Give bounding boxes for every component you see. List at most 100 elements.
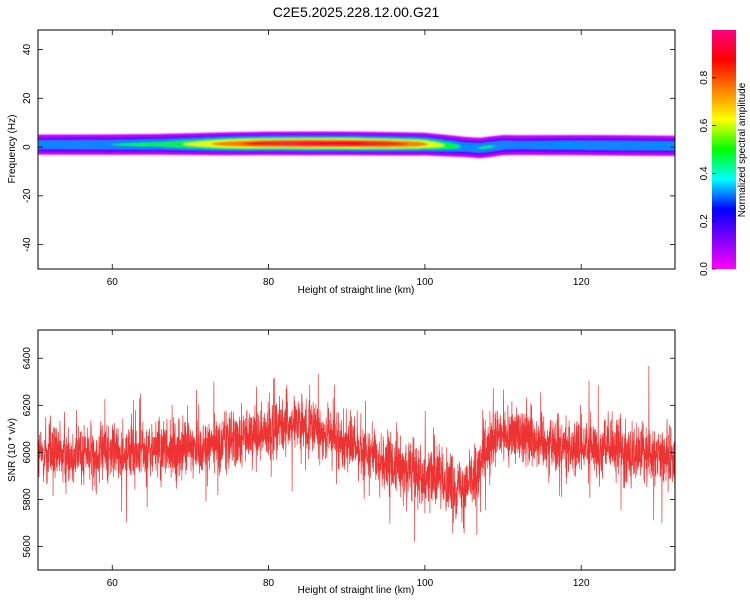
spectrogram-panel: 60 80 100 120 -40 -20 0 20 40 Height of straigh… xyxy=(7,29,676,296)
spectrogram-cell xyxy=(280,142,284,145)
spectrogram-cell xyxy=(145,142,149,147)
spectrogram-cell xyxy=(320,142,324,145)
spectrogram-cell xyxy=(669,141,672,150)
spectrogram-cell xyxy=(107,140,111,150)
spectrogram-cell xyxy=(587,140,591,150)
spectrogram-cell xyxy=(583,140,587,150)
snr-x-label: Height of straight line (km) xyxy=(298,585,415,596)
spectrogram-x-ticks: 60 80 100 120 xyxy=(107,30,590,288)
spectrogram-cell xyxy=(551,141,555,150)
spectrogram-cell xyxy=(366,143,370,145)
spectrogram-cell xyxy=(414,141,417,147)
spectrogram-cell xyxy=(495,141,499,151)
snr-y-label: SNR (10 * v/v) xyxy=(7,418,18,482)
spectrogram-cell xyxy=(388,142,391,146)
spectrogram-cell xyxy=(412,141,415,147)
spectrogram-cell xyxy=(314,142,318,145)
spectrogram-cell xyxy=(197,141,200,147)
spectrogram-cell xyxy=(380,141,383,146)
spectrogram-cell xyxy=(593,140,596,150)
spectrogram-y-tick-label: 20 xyxy=(22,92,33,104)
spectrogram-cell xyxy=(209,140,212,148)
spectrogram-cell xyxy=(370,143,374,145)
spectrogram-cell xyxy=(398,142,401,146)
spectrogram-x-tick-label: 100 xyxy=(417,277,434,288)
spectrogram-cell xyxy=(597,140,600,150)
spectrogram-cell xyxy=(272,141,276,146)
spectrogram-cell xyxy=(372,141,376,146)
spectrogram-cell xyxy=(264,141,268,146)
spectrogram-cell xyxy=(559,141,563,150)
spectrogram-cell xyxy=(51,140,55,149)
spectrogram-cell xyxy=(420,142,423,146)
spectrogram-cell xyxy=(645,141,648,150)
spectrogram-cell xyxy=(119,143,123,146)
spectrogram-cell xyxy=(499,141,503,150)
spectrogram-cell xyxy=(354,142,358,145)
spectrogram-cell xyxy=(473,143,477,153)
spectrogram-cell xyxy=(436,142,439,148)
spectrogram-cell xyxy=(623,140,626,150)
spectrogram-y-tick-label: 0 xyxy=(22,144,33,150)
spectrogram-y-tick-label: -20 xyxy=(22,188,33,203)
spectrogram-cell xyxy=(111,144,115,146)
spectrogram-cell xyxy=(57,140,61,149)
spectrogram-cell xyxy=(201,141,204,147)
spectrogram-cell xyxy=(288,142,292,145)
spectrogram-cell xyxy=(438,143,441,147)
spectrogram-cell xyxy=(543,141,547,150)
spectrogram-cell xyxy=(458,145,461,148)
spectrogram-cell xyxy=(95,140,99,150)
spectrogram-cell xyxy=(59,140,63,149)
spectrogram-cell xyxy=(284,142,288,145)
spectrogram-cell xyxy=(479,147,483,149)
spectrogram-cell xyxy=(211,143,214,145)
spectrogram-cell xyxy=(165,141,168,147)
spectrogram-y-tick-label: 40 xyxy=(22,44,33,56)
spectrogram-cell xyxy=(149,142,153,147)
spectrogram-cell xyxy=(97,140,101,150)
spectrogram-cell xyxy=(237,141,240,147)
spectrogram-cell xyxy=(569,140,573,150)
spectrogram-cell xyxy=(525,141,529,149)
spectrogram-cell xyxy=(611,140,614,150)
colorbar: 0.0 0.2 0.4 0.6 0.8 Normalized spectral ampl… xyxy=(699,30,748,276)
spectrogram-cell xyxy=(241,143,244,144)
spectrogram-x-tick-label: 60 xyxy=(107,277,119,288)
spectrogram-cell xyxy=(215,142,218,146)
spectrogram-cell xyxy=(38,140,41,149)
spectrogram-cell xyxy=(87,140,91,150)
spectrogram-cell xyxy=(481,146,485,149)
spectrogram-cell xyxy=(557,141,561,150)
snr-y-tick-label: 6400 xyxy=(22,347,33,370)
spectrogram-cell xyxy=(115,143,119,146)
spectrogram-cell xyxy=(555,141,559,150)
spectrogram-cell xyxy=(531,141,535,149)
spectrogram-cell xyxy=(418,141,421,147)
spectrogram-cell xyxy=(426,143,429,145)
spectrogram-cell xyxy=(575,140,579,150)
spectrogram-cell xyxy=(129,143,133,146)
spectrogram-cell xyxy=(250,142,254,145)
spectrogram-cell xyxy=(404,143,407,145)
snr-y-tick-label: 6000 xyxy=(22,441,33,464)
spectrogram-cell xyxy=(233,141,236,147)
spectrogram-cell xyxy=(101,140,105,150)
spectrogram-cell xyxy=(649,141,652,150)
spectrogram-cell xyxy=(605,140,608,150)
spectrogram-cell xyxy=(205,141,208,147)
spectrogram-cell xyxy=(179,140,182,148)
spectrogram-cell xyxy=(185,143,188,146)
spectrogram-cell xyxy=(513,141,517,149)
spectrogram-cell xyxy=(282,142,286,145)
snr-frame xyxy=(37,329,676,571)
spectrogram-cell xyxy=(410,141,413,147)
spectrogram-cell xyxy=(151,142,155,147)
spectrogram-cell xyxy=(143,142,147,147)
spectrogram-cell xyxy=(374,141,378,146)
spectrogram-cell xyxy=(376,141,379,146)
spectrogram-cell xyxy=(469,143,473,152)
spectrogram-cell xyxy=(362,142,366,145)
spectrogram-cell xyxy=(249,142,252,145)
spectrogram-cell xyxy=(360,142,364,145)
